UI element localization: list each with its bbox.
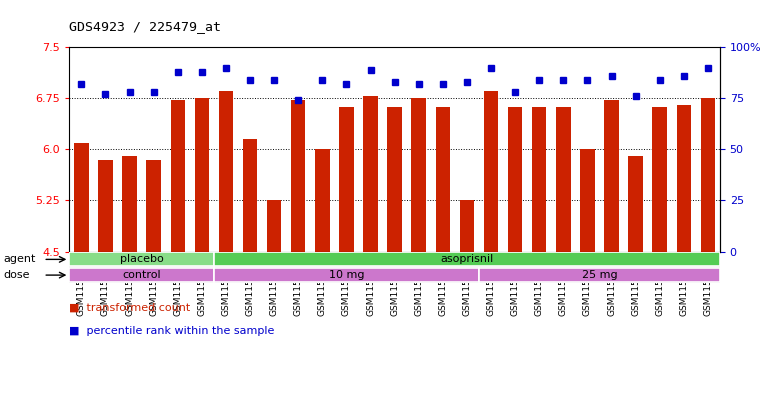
Bar [74, 143, 89, 252]
Bar [701, 98, 715, 252]
Bar [484, 92, 498, 252]
Bar [195, 98, 209, 252]
Text: 10 mg: 10 mg [329, 270, 364, 280]
Bar [69, 252, 214, 266]
Bar [291, 100, 306, 252]
Bar [315, 149, 330, 252]
Bar [556, 107, 571, 252]
Bar [580, 149, 594, 252]
Bar [214, 252, 720, 266]
Text: ■  percentile rank within the sample: ■ percentile rank within the sample [69, 326, 275, 336]
Bar [436, 107, 450, 252]
Bar [243, 139, 257, 252]
Text: GDS4923 / 225479_at: GDS4923 / 225479_at [69, 20, 221, 33]
Bar [99, 160, 112, 252]
Text: control: control [122, 270, 161, 280]
Bar [532, 107, 547, 252]
Bar [69, 268, 214, 282]
Bar [363, 96, 378, 252]
Bar [170, 100, 185, 252]
Bar [146, 160, 161, 252]
Text: dose: dose [4, 270, 30, 280]
Text: asoprisnil: asoprisnil [440, 254, 494, 264]
Bar [340, 107, 353, 252]
Text: agent: agent [4, 254, 36, 264]
Bar [479, 268, 720, 282]
Text: 25 mg: 25 mg [581, 270, 618, 280]
Bar [652, 107, 667, 252]
Bar [411, 98, 426, 252]
Bar [214, 268, 479, 282]
Bar [508, 107, 522, 252]
Text: placebo: placebo [119, 254, 163, 264]
Bar [460, 200, 474, 252]
Bar [219, 92, 233, 252]
Bar [628, 156, 643, 252]
Bar [604, 100, 619, 252]
Text: ■  transformed count: ■ transformed count [69, 303, 190, 312]
Bar [677, 105, 691, 252]
Bar [267, 200, 281, 252]
Bar [387, 107, 402, 252]
Bar [122, 156, 137, 252]
